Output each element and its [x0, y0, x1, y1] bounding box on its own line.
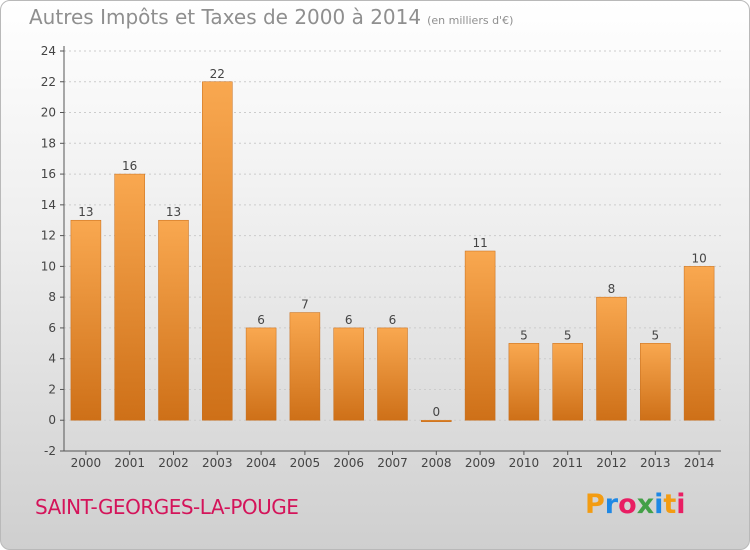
y-tick-label: 14	[41, 198, 56, 212]
title-text: Autres Impôts et Taxes de 2000 à 2014	[29, 5, 422, 29]
commune-name: SAINT-GEORGES-LA-POUGE	[35, 495, 299, 519]
value-label-2014: 10	[691, 251, 706, 265]
y-tick-label: 18	[41, 136, 56, 150]
y-tick-label: 20	[41, 106, 56, 120]
bar-2000	[70, 219, 102, 421]
x-tick-label-2014: 2014	[684, 456, 715, 470]
value-label-2001: 16	[122, 159, 137, 173]
bar-2002	[158, 219, 189, 421]
logo-letter: P	[585, 489, 605, 520]
x-tick-label-2007: 2007	[377, 456, 408, 470]
bar-2003	[202, 81, 233, 421]
y-tick-label: 24	[41, 44, 56, 58]
value-label-2008: 0	[432, 405, 440, 419]
logo-letter: x	[636, 489, 655, 520]
value-label-2003: 22	[210, 67, 225, 81]
bar-2004	[245, 327, 277, 421]
value-label-2012: 8	[608, 282, 616, 296]
value-label-2002: 13	[166, 205, 181, 219]
value-label-2011: 5	[564, 328, 572, 342]
x-tick-label-2013: 2013	[640, 456, 671, 470]
value-label-2010: 5	[520, 328, 528, 342]
x-tick-label-2011: 2011	[552, 456, 583, 470]
bar-2001	[114, 173, 145, 421]
logo-letter: i	[654, 489, 664, 520]
y-tick-label: 2	[48, 382, 56, 396]
x-tick-label-2001: 2001	[114, 456, 145, 470]
title-unit: (en milliers d'€)	[427, 14, 514, 27]
y-tick-label: 0	[48, 413, 56, 427]
y-tick-label: 22	[41, 75, 56, 89]
logo-letter: i	[676, 489, 686, 520]
proxiti-logo[interactable]: Proxiti	[585, 489, 686, 520]
value-label-2009: 11	[472, 236, 487, 250]
bar-2013	[640, 343, 671, 421]
bar-2006	[333, 327, 364, 421]
logo-letter: r	[604, 489, 619, 520]
y-tick-label: -2	[44, 444, 56, 458]
x-tick-label-2002: 2002	[158, 456, 189, 470]
logo-letter: t	[663, 489, 677, 520]
x-tick-label-2009: 2009	[465, 456, 496, 470]
value-label-2006: 6	[345, 313, 353, 327]
x-tick-label-2008: 2008	[421, 456, 452, 470]
x-tick-label-2005: 2005	[290, 456, 321, 470]
bar-2014	[683, 266, 715, 421]
value-label-2000: 13	[78, 205, 93, 219]
y-tick-label: 10	[41, 259, 56, 273]
bar-2011	[552, 343, 583, 421]
x-tick-label-2000: 2000	[71, 456, 102, 470]
bar-2005	[289, 312, 321, 421]
x-tick-label-2003: 2003	[202, 456, 233, 470]
y-tick-label: 6	[48, 321, 56, 335]
y-tick-label: 8	[48, 290, 56, 304]
x-tick-label-2006: 2006	[333, 456, 364, 470]
bar-2012	[596, 296, 627, 421]
bar-2010	[508, 343, 540, 421]
x-tick-label-2010: 2010	[509, 456, 540, 470]
y-tick-label: 12	[41, 229, 56, 243]
bar-2007	[377, 327, 408, 421]
value-label-2005: 7	[301, 298, 309, 312]
y-tick-label: 4	[48, 352, 56, 366]
x-tick-label-2012: 2012	[596, 456, 627, 470]
bar-2009	[464, 250, 496, 421]
logo-letter: o	[618, 489, 637, 520]
value-label-2013: 5	[651, 328, 659, 342]
bar-2008	[421, 419, 452, 422]
y-tick-label: 16	[41, 167, 56, 181]
chart-title: Autres Impôts et Taxes de 2000 à 2014 (en…	[29, 5, 513, 29]
value-label-2004: 6	[257, 313, 265, 327]
x-tick-label-2004: 2004	[246, 456, 277, 470]
value-label-2007: 6	[389, 313, 397, 327]
